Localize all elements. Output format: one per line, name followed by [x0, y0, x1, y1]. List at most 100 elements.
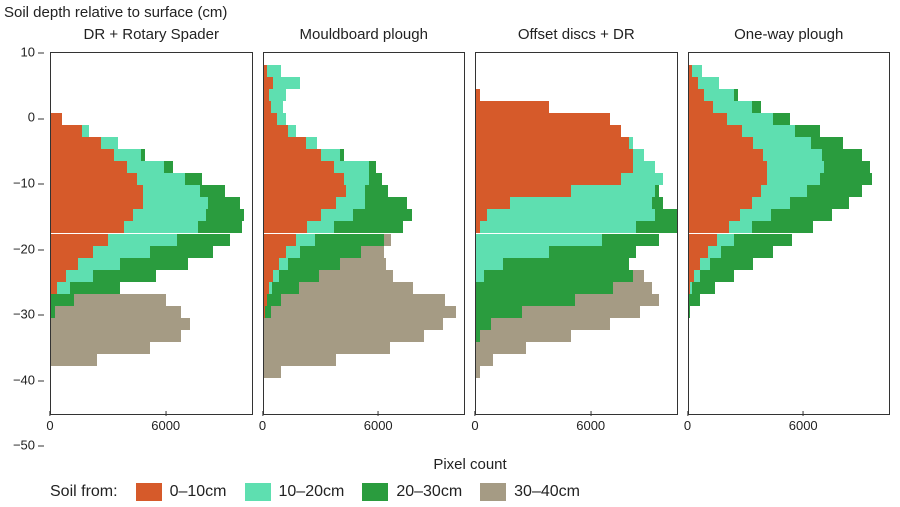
bar-segment	[689, 209, 741, 221]
bar-segment	[689, 197, 752, 209]
bar-segment	[51, 354, 97, 366]
bar-segment	[633, 161, 656, 173]
bar-segment	[476, 306, 522, 318]
bar-segment	[264, 318, 443, 330]
legend-title: Soil from:	[50, 483, 118, 501]
panel-title: One-way plough	[688, 26, 891, 43]
legend: Soil from: 0–10cm10–20cm20–30cm30–40cm	[50, 483, 590, 501]
bar-segment	[689, 234, 718, 246]
bar-segment	[476, 185, 571, 197]
bar-segment	[185, 173, 202, 185]
legend-label: 0–10cm	[170, 483, 227, 501]
bar-segment	[137, 173, 185, 185]
bar-segment	[344, 173, 369, 185]
legend-swatch	[136, 483, 162, 501]
bar-segment	[692, 282, 715, 294]
bar-segment	[264, 113, 277, 125]
bar-segment	[476, 173, 621, 185]
x-axis-label: Pixel count	[344, 456, 596, 473]
bar-segment	[476, 258, 503, 270]
bar-segment	[761, 185, 807, 197]
bar-segment	[655, 209, 677, 221]
y-tick: −30	[13, 306, 44, 321]
bar-segment	[51, 342, 150, 354]
bar-segment	[269, 89, 286, 101]
bar-segment	[319, 270, 393, 282]
bar-segment	[177, 234, 230, 246]
bar-segment	[820, 173, 872, 185]
legend-swatch	[480, 483, 506, 501]
bar-segment	[700, 258, 710, 270]
x-tick: 0	[46, 411, 53, 433]
bar-segment	[476, 209, 487, 221]
bar-segment	[264, 342, 390, 354]
legend-label: 30–40cm	[514, 483, 580, 501]
bar-segment	[476, 366, 480, 378]
bar-segment	[51, 318, 190, 330]
bar-segment	[51, 221, 124, 233]
bar-segment	[340, 149, 344, 161]
plot-frame	[475, 52, 678, 415]
bar-segment	[321, 149, 340, 161]
panel: One-way plough06000	[688, 30, 891, 445]
bar-segment	[384, 234, 392, 246]
panel-title: Mouldboard plough	[263, 26, 466, 43]
bar-segment	[264, 185, 346, 197]
bar-segment	[689, 161, 767, 173]
bar-segment	[51, 330, 181, 342]
bar-segment	[346, 185, 365, 197]
bar-segment	[51, 161, 127, 173]
bar-segment	[727, 113, 773, 125]
bars-layer	[264, 53, 465, 414]
bar-segment	[264, 173, 344, 185]
bar-segment	[689, 173, 767, 185]
bar-segment	[264, 125, 289, 137]
bar-segment	[57, 282, 70, 294]
bar-segment	[476, 270, 484, 282]
bar-segment	[476, 137, 629, 149]
bar-segment	[621, 173, 663, 185]
bar-segment	[70, 282, 120, 294]
bar-segment	[264, 354, 337, 366]
bar-segment	[307, 221, 334, 233]
bar-segment	[510, 197, 651, 209]
bar-segment	[476, 354, 493, 366]
legend-swatch	[362, 483, 388, 501]
x-tick: 0	[684, 411, 691, 433]
bar-segment	[476, 149, 633, 161]
bar-segment	[698, 77, 719, 89]
bar-segment	[689, 137, 754, 149]
x-tick: 0	[259, 411, 266, 433]
bar-segment	[133, 209, 206, 221]
bar-segment	[55, 306, 181, 318]
bar-segment	[321, 209, 353, 221]
bar-segment	[264, 209, 321, 221]
bar-segment	[575, 294, 659, 306]
bar-segment	[369, 173, 382, 185]
bar-segment	[807, 185, 862, 197]
bar-segment	[279, 270, 319, 282]
bar-segment	[141, 149, 145, 161]
bar-segment	[51, 173, 137, 185]
plot-frame	[688, 52, 891, 415]
plot-frame	[50, 52, 253, 415]
x-tick: 0	[471, 411, 478, 433]
bar-segment	[51, 125, 82, 137]
bar-segment	[476, 246, 549, 258]
bar-segment	[93, 246, 150, 258]
bar-segment	[771, 209, 832, 221]
bar-segment	[742, 125, 795, 137]
bar-segment	[752, 221, 813, 233]
bar-segment	[108, 234, 177, 246]
bar-segment	[334, 161, 368, 173]
bar-segment	[51, 209, 133, 221]
bar-segment	[689, 306, 691, 318]
bars-layer	[689, 53, 890, 414]
bar-segment	[692, 65, 702, 77]
y-tick: −50	[13, 438, 44, 453]
x-tick: 6000	[151, 411, 180, 433]
bar-segment	[208, 197, 240, 209]
bar-segment	[124, 221, 198, 233]
bar-segment	[476, 197, 510, 209]
legend-swatch	[245, 483, 271, 501]
